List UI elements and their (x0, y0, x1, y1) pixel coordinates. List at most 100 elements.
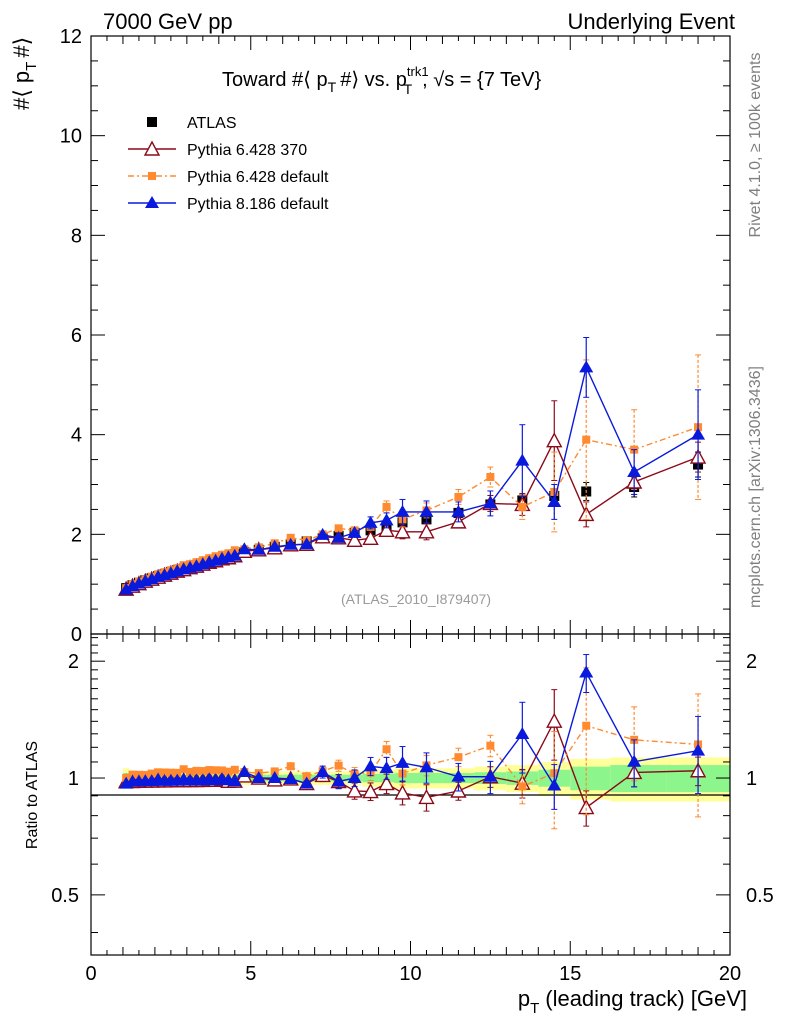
legend-label-p6-370: Pythia 6.428 370 (187, 142, 307, 159)
ratio-point-p8 (299, 776, 314, 789)
data-point-p6-370 (546, 432, 563, 448)
ratio-point-p8 (483, 769, 498, 782)
y-tick-label: 6 (71, 325, 82, 347)
ratio-point-p8 (691, 743, 706, 756)
legend-marker-p6-370 (143, 140, 161, 156)
legend-label-p6-default: Pythia 6.428 default (187, 169, 329, 186)
ratio-point-p6-default (154, 768, 163, 777)
data-point-p6-default (382, 502, 391, 511)
ratio-point-p6-default (173, 768, 182, 777)
data-point-p6-default (334, 524, 343, 533)
ratio-point-p8 (395, 755, 410, 768)
ratio-point-p8 (451, 769, 466, 782)
ratio-point-p8 (267, 771, 282, 784)
ratio-point-p6-default (454, 753, 463, 762)
y-tick-label: 4 (71, 425, 82, 447)
xlabel-p: p (518, 986, 530, 1011)
legend-marker-p6-default (148, 172, 156, 180)
data-point-p8 (299, 537, 314, 550)
ylabel-part-b: #⟩ (9, 37, 34, 58)
y-tick-label: 8 (71, 225, 82, 247)
title-part-c: , √s = {7 TeV} (422, 69, 541, 91)
data-point-p8 (119, 582, 134, 595)
x-tick-label: 10 (399, 963, 421, 985)
y-axis-label: #⟨ pT #⟩ (9, 37, 40, 110)
y-tick-label: 10 (60, 126, 82, 148)
ratio-point-p8 (363, 759, 378, 772)
ratio-point-p6-default (382, 745, 391, 754)
header-right: Underlying Event (567, 9, 735, 34)
header-left: 7000 GeV pp (103, 9, 233, 34)
data-point-p8 (691, 427, 706, 440)
mcplots-label: mcplots.cern.ch [arXiv:1306.3436] (747, 366, 764, 608)
ratio-tick-label: 0.5 (51, 885, 79, 907)
ratio-point-p6-default (205, 766, 214, 775)
title-sub-a: T (328, 79, 337, 95)
ratio-point-p6-default (286, 762, 295, 771)
ratio-point-p8 (419, 760, 434, 773)
main-panel: 0 2 4 6 8 10 12 (60, 26, 731, 646)
ratio-tick-label-right: 0.5 (746, 885, 774, 907)
xlabel-sub: T (530, 1000, 539, 1017)
data-point-p6-370 (394, 523, 411, 539)
ratio-point-p6-370 (346, 782, 363, 798)
ratio-band-inner (570, 766, 611, 791)
data-point-p6-default (582, 435, 591, 444)
ratio-tick-label-right: 2 (746, 651, 757, 673)
data-point-p8 (419, 504, 434, 517)
ratio-point-p8 (627, 754, 642, 767)
ylabel-part-a: #⟨ p (9, 71, 34, 110)
ratio-point-p6-default (334, 761, 343, 770)
x-tick-label: 15 (559, 963, 581, 985)
ratio-point-p6-370 (578, 799, 595, 815)
y-tick-label: 12 (60, 26, 82, 48)
data-point-p8 (379, 513, 394, 526)
ratio-point-p8 (347, 771, 362, 784)
data-point-p6-default (518, 502, 527, 511)
ratio-point-p6-default (166, 768, 175, 777)
data-point-p6-default (486, 473, 495, 482)
data-point-p8 (227, 548, 242, 561)
chart-title: Toward #⟨ pT #⟩ vs. ptrk1 T, √s = {7 TeV} (222, 64, 542, 97)
title-part-b: #⟩ vs. p (340, 69, 407, 91)
ratio-panel: 0 5 10 15 20 0.5 0.5 1 1 2 2 (51, 633, 774, 985)
ratio-point-p8 (579, 665, 594, 678)
y-tick-label: 2 (71, 524, 82, 546)
ratio-point-p6-default (217, 766, 226, 775)
x-tick-label: 20 (719, 963, 741, 985)
ratio-point-p8 (251, 771, 266, 784)
data-point-p6-default (454, 492, 463, 501)
legend-label-atlas: ATLAS (187, 115, 237, 132)
data-point-p8 (363, 515, 378, 528)
data-point-p6-370 (362, 529, 379, 546)
data-point-p6-370 (418, 523, 435, 539)
data-point-p8 (347, 525, 362, 538)
ratio-ticks: 0 5 10 15 20 0.5 0.5 1 1 2 2 (51, 634, 774, 985)
legend-label-p8: Pythia 8.186 default (187, 196, 329, 213)
x-tick-label: 0 (85, 963, 96, 985)
ratio-point-p6-default (582, 721, 591, 730)
data-point-p8 (283, 537, 298, 550)
data-point-p8 (251, 542, 266, 555)
ratio-band-inner (362, 773, 379, 783)
data-point-p6-370 (378, 521, 395, 538)
ratio-point-p6-370 (362, 783, 379, 799)
legend-marker-p8 (145, 196, 159, 208)
ratio-point-p6-370 (418, 788, 435, 805)
ratio-point-p6-default (198, 767, 207, 776)
data-point-p8 (315, 527, 330, 540)
data-point-p8 (547, 494, 562, 507)
ratio-point-p8 (547, 778, 562, 791)
x-tick-label: 5 (245, 963, 256, 985)
ratio-band-inner (394, 773, 415, 784)
data-point-p8 (579, 360, 594, 373)
y-tick-label: 0 (71, 624, 82, 646)
ratio-point-p6-default (230, 765, 239, 774)
ratio-point-p8 (515, 726, 530, 739)
ratio-point-p6-default (160, 768, 169, 777)
legend: ATLAS Pythia 6.428 370 Pythia 6.428 defa… (128, 115, 329, 213)
data-point-p6-370 (346, 531, 363, 548)
title-sup-b: trk1 (407, 64, 429, 79)
ratio-band-inner (414, 773, 443, 784)
